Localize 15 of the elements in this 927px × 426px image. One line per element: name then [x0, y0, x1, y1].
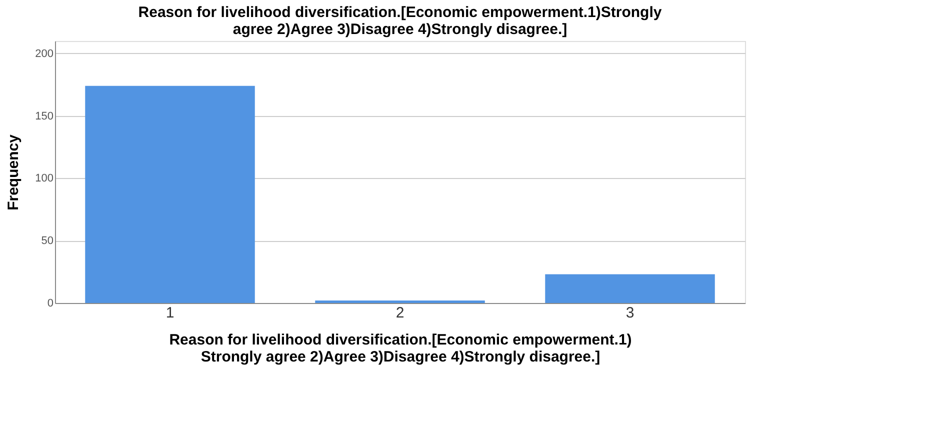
y-tick-label: 150 — [35, 110, 54, 122]
y-tick-label: 200 — [35, 48, 54, 60]
text: Strongly agree 2)Agree 3)Disagree 4)Strongly disagree.] — [200, 348, 600, 366]
x-tick-label: 1 — [166, 304, 174, 322]
bar — [545, 274, 715, 303]
bar — [85, 86, 255, 303]
x-tick-label: 2 — [396, 304, 404, 322]
text: Reason for livelihood diversification.[Economic empowerment.1) — [169, 332, 632, 348]
y-tick-label: 100 — [35, 172, 54, 185]
y-axis-title: Frequency — [5, 134, 22, 210]
y-tick-label: 0 — [47, 298, 54, 310]
text: Reason for livelihood diversification.[Economic empowerment.1)Strongly — [138, 4, 662, 21]
x-tick-label: 3 — [626, 304, 634, 322]
text: agree 2)Agree 3)Disagree 4)Strongly disagree.] — [232, 21, 568, 38]
y-tick-label: 50 — [41, 235, 54, 248]
